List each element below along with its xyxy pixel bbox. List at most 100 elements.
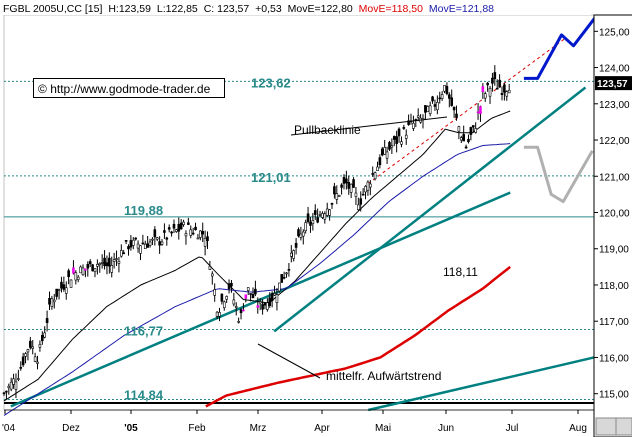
candle-body bbox=[110, 265, 114, 273]
candle-body bbox=[117, 260, 121, 264]
candle-body bbox=[280, 274, 284, 283]
last-price-label: 123,57 bbox=[597, 79, 628, 90]
candle-body bbox=[476, 111, 480, 114]
candle-body bbox=[139, 245, 142, 254]
header-change: +0,53 bbox=[255, 3, 282, 15]
candle-body bbox=[464, 146, 468, 149]
candle-body bbox=[151, 238, 154, 241]
forecasts bbox=[523, 15, 597, 204]
svg-text:FGBL 2005U,CC [15] H:123: FGBL 2005U,CC [15] H:123,59 L:122,85 C: … bbox=[3, 3, 494, 15]
y-tick-label: 122,00 bbox=[599, 136, 630, 147]
candle-body bbox=[505, 91, 509, 97]
candle-body bbox=[227, 283, 231, 290]
candle-body bbox=[313, 210, 317, 215]
candle-body bbox=[67, 270, 70, 278]
candle-body bbox=[148, 241, 152, 246]
y-tick-label: 116,00 bbox=[599, 353, 629, 364]
candle-body bbox=[337, 195, 341, 197]
candle-body bbox=[483, 93, 487, 99]
chart-header: FGBL 2005U,CC [15] H:123,59 L:122,85 C: … bbox=[0, 0, 591, 15]
candle-body bbox=[388, 142, 391, 150]
annotation-118-11: 118,11 bbox=[443, 265, 478, 279]
candle-body bbox=[167, 227, 171, 230]
header-move-red: MovE=118,50 bbox=[359, 3, 423, 15]
candle-body bbox=[165, 237, 169, 240]
candle-body bbox=[141, 242, 145, 245]
moving-average-line bbox=[3, 110, 511, 402]
candle-body bbox=[38, 344, 42, 348]
candle-body bbox=[122, 252, 126, 255]
candle-body bbox=[323, 213, 327, 220]
candle-body bbox=[254, 288, 257, 295]
level-labels: 123,62 121,01 119,88 116,77 114,84 bbox=[124, 75, 291, 402]
y-tick-label: 115,00 bbox=[599, 390, 629, 401]
candle-body bbox=[108, 257, 111, 267]
candle-body bbox=[242, 309, 245, 312]
candle-body bbox=[290, 252, 293, 257]
candle-body bbox=[134, 237, 137, 240]
candle-body bbox=[194, 226, 197, 231]
candle-body bbox=[203, 237, 207, 247]
candle-body bbox=[443, 85, 446, 92]
candle-body bbox=[234, 306, 238, 308]
candle-body bbox=[48, 298, 51, 305]
candle-body bbox=[493, 72, 497, 80]
y-axis: 125,00 124,00 123,00 122,00 121,00 120,00 119,… bbox=[593, 14, 632, 437]
header-move-black: MovE=122,80 bbox=[288, 3, 353, 15]
scroll-left-button[interactable] bbox=[595, 417, 617, 436]
candle-body bbox=[244, 294, 248, 299]
candle-body bbox=[448, 94, 451, 99]
candle-body bbox=[215, 311, 219, 317]
candle-body bbox=[232, 299, 236, 305]
candle-body bbox=[230, 282, 233, 287]
candle-body bbox=[330, 203, 334, 205]
candle-body bbox=[500, 93, 504, 95]
candle-body bbox=[177, 224, 181, 232]
x-tick-label: Apr bbox=[314, 423, 330, 434]
candle-body bbox=[91, 264, 94, 272]
candle-body bbox=[74, 272, 78, 281]
candle-body bbox=[33, 356, 37, 362]
candle-body bbox=[438, 97, 442, 100]
candle-body bbox=[270, 293, 274, 302]
candle-body bbox=[299, 233, 303, 238]
candle-body bbox=[347, 182, 351, 189]
candle-body bbox=[436, 102, 439, 111]
candle-body bbox=[361, 193, 365, 196]
candle-body bbox=[62, 284, 66, 290]
trend-line bbox=[273, 86, 587, 333]
candle-body bbox=[196, 237, 200, 240]
annotation-leader-pullback bbox=[290, 116, 448, 136]
pullback-line bbox=[367, 38, 566, 184]
candle-body bbox=[469, 127, 473, 135]
header-high: H:123,59 bbox=[108, 3, 151, 15]
x-tick-label: Dez bbox=[62, 423, 80, 434]
candle-body bbox=[76, 276, 80, 280]
candle-body bbox=[261, 304, 264, 310]
candle-body bbox=[93, 268, 97, 273]
candle-body bbox=[428, 105, 432, 114]
candle-body bbox=[115, 258, 118, 260]
candle-body bbox=[199, 230, 202, 238]
candle-body bbox=[306, 213, 310, 223]
candle-body bbox=[256, 305, 260, 308]
candle-body bbox=[210, 273, 214, 277]
candle-body bbox=[222, 301, 226, 308]
candle-body bbox=[175, 229, 178, 232]
candle-body bbox=[294, 242, 298, 248]
candle-body bbox=[19, 367, 23, 369]
candle-body bbox=[45, 318, 49, 323]
candle-body bbox=[191, 232, 195, 235]
candle-body bbox=[457, 126, 461, 132]
candle-body bbox=[354, 192, 358, 197]
candle-body bbox=[170, 231, 173, 234]
candle-body bbox=[285, 272, 288, 275]
level-label: 116,77 bbox=[124, 324, 163, 339]
candle-body bbox=[84, 268, 87, 271]
candle-body bbox=[316, 217, 319, 223]
moving-average-line bbox=[3, 143, 511, 416]
candle-body bbox=[452, 106, 456, 111]
scroll-right-button[interactable] bbox=[615, 417, 632, 436]
